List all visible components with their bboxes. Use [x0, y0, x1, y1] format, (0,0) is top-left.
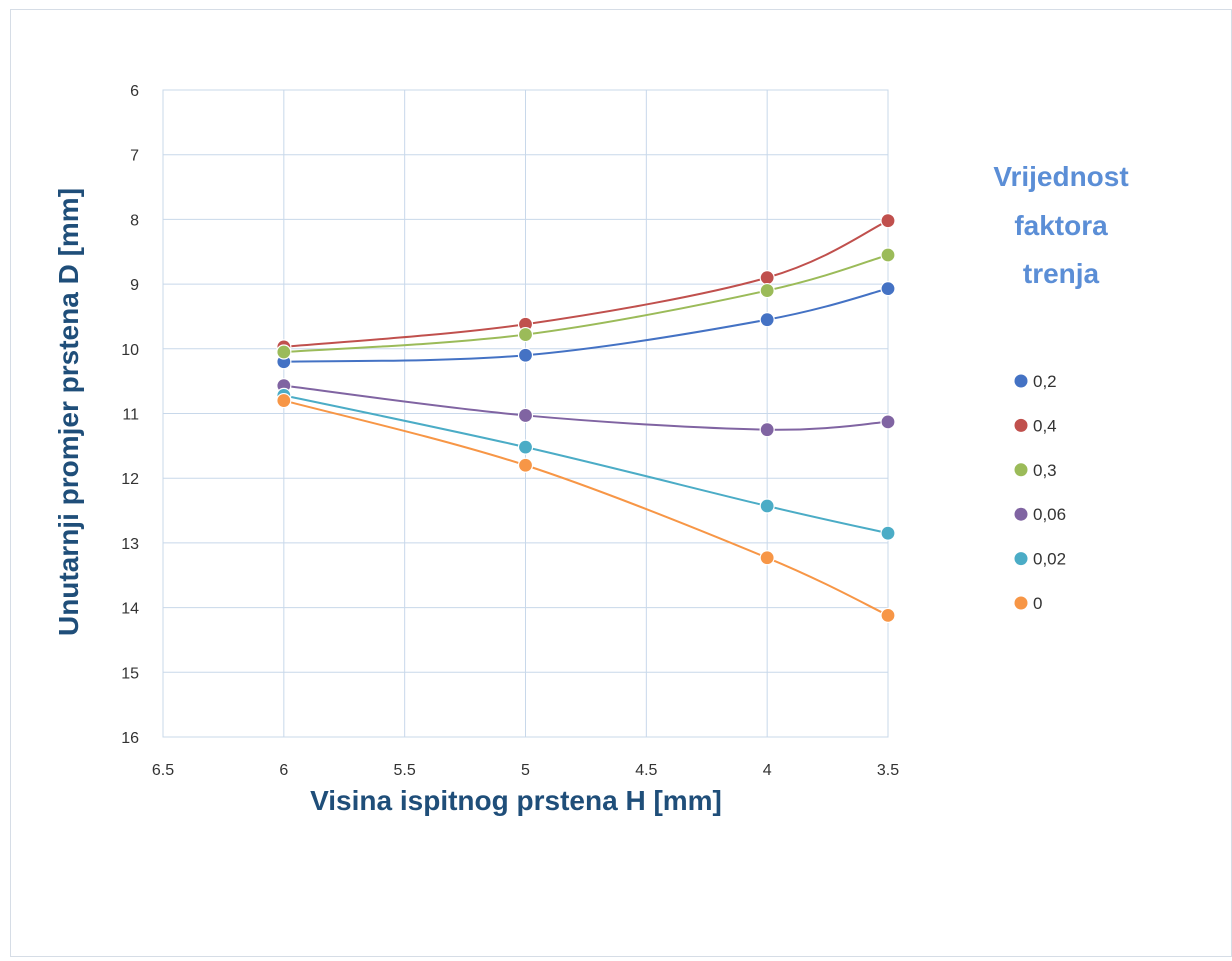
- data-point: [759, 282, 775, 299]
- legend-label: 0: [1033, 594, 1042, 613]
- y-tick-label: 8: [130, 212, 139, 229]
- x-tick-label: 6.5: [152, 762, 174, 779]
- legend-marker: [1014, 507, 1028, 521]
- series-line: [283, 254, 889, 354]
- legend-marker: [1014, 374, 1028, 388]
- legend-label: 0,02: [1033, 550, 1066, 569]
- legend-title-line-2: faktora: [1014, 210, 1108, 241]
- y-tick-label: 10: [121, 342, 139, 359]
- data-point: [517, 347, 534, 363]
- x-axis-title: Visina ispitnog prstena H [mm]: [310, 785, 722, 816]
- data-point: [759, 312, 775, 328]
- y-tick-label: 11: [122, 407, 139, 424]
- data-point: [276, 392, 292, 409]
- legend-label: 0,06: [1033, 505, 1066, 524]
- legend-label: 0,2: [1033, 372, 1057, 391]
- data-point: [759, 550, 775, 566]
- legend-marker: [1014, 552, 1028, 566]
- series-line: [283, 399, 889, 617]
- legend-marker: [1014, 463, 1028, 477]
- x-tick-label: 3.5: [877, 762, 899, 779]
- data-point: [880, 607, 896, 623]
- legend-marker: [1014, 418, 1028, 432]
- y-tick-label: 16: [121, 730, 139, 747]
- data-point: [759, 422, 775, 438]
- legend-items: 0,2 0,4 0,3 0,06 0,02 0: [1014, 372, 1066, 613]
- data-point: [880, 525, 896, 541]
- y-tick-label: 14: [121, 601, 139, 618]
- data-point: [276, 344, 292, 360]
- legend: Vrijednost faktora trenja 0,20,40,30,060…: [993, 161, 1128, 613]
- y-axis-title: Unutarnji promjer prstena D [mm]: [53, 188, 84, 636]
- y-tick-label: 13: [121, 536, 139, 553]
- y-tick-label: 6: [130, 83, 139, 100]
- data-point: [517, 439, 534, 455]
- series-points: [276, 213, 896, 623]
- plot-area: [162, 89, 889, 738]
- series-line: [283, 384, 889, 431]
- x-tick-label: 6: [279, 762, 288, 779]
- series-line: [283, 219, 889, 348]
- legend-marker: [1014, 596, 1028, 610]
- y-tick-label: 7: [130, 148, 139, 165]
- series-line: [283, 287, 889, 363]
- y-tick-label: 15: [121, 665, 139, 682]
- x-tick-label: 5: [521, 762, 530, 779]
- data-point: [880, 414, 896, 430]
- legend-label: 0,3: [1033, 461, 1057, 480]
- y-axis-ticks: 6 7 8 9 10 11 12 13 14 15 16: [121, 83, 139, 747]
- legend-label: 0,4: [1033, 416, 1057, 435]
- x-tick-label: 5.5: [394, 762, 416, 779]
- data-point: [880, 213, 896, 229]
- data-point: [759, 270, 775, 286]
- data-point: [880, 281, 896, 297]
- data-point: [517, 326, 534, 343]
- data-point: [517, 457, 534, 473]
- data-point: [880, 247, 896, 263]
- data-point: [517, 407, 534, 424]
- x-tick-label: 4.5: [635, 762, 657, 779]
- y-tick-label: 12: [121, 471, 139, 488]
- x-axis-ticks: 6.5 6 5.5 5 4.5 4 3.5: [152, 762, 899, 779]
- legend-title-line-3: trenja: [1023, 258, 1100, 289]
- series-lines: [283, 219, 889, 617]
- x-tick-label: 4: [763, 762, 772, 779]
- data-point: [759, 498, 775, 514]
- legend-title-line-1: Vrijednost: [993, 161, 1128, 192]
- series-line: [283, 394, 889, 535]
- y-tick-label: 9: [130, 277, 139, 294]
